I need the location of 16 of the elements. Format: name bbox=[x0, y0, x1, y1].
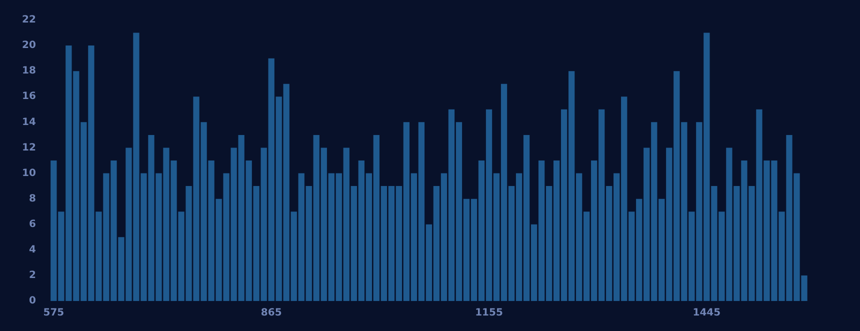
x-tick-label: 1445 bbox=[692, 308, 721, 319]
x-tick-label: 575 bbox=[43, 308, 64, 319]
y-tick-label: 0 bbox=[28, 296, 36, 307]
y-tick-label: 18 bbox=[22, 66, 36, 77]
x-tick-label: 865 bbox=[260, 308, 282, 319]
y-tick-label: 8 bbox=[28, 193, 36, 204]
y-tick-label: 22 bbox=[22, 14, 36, 26]
y-tick-label: 6 bbox=[28, 218, 36, 230]
y-tick-label: 4 bbox=[28, 244, 36, 256]
y-tick-label: 16 bbox=[22, 91, 36, 102]
y-tick-label: 10 bbox=[22, 168, 36, 179]
y-tick-label: 14 bbox=[22, 116, 36, 128]
y-tick-label: 12 bbox=[22, 142, 36, 154]
y-tick-label: 20 bbox=[22, 40, 36, 52]
y-tick-label: 2 bbox=[28, 270, 36, 282]
x-tick-label: 1155 bbox=[475, 308, 503, 319]
